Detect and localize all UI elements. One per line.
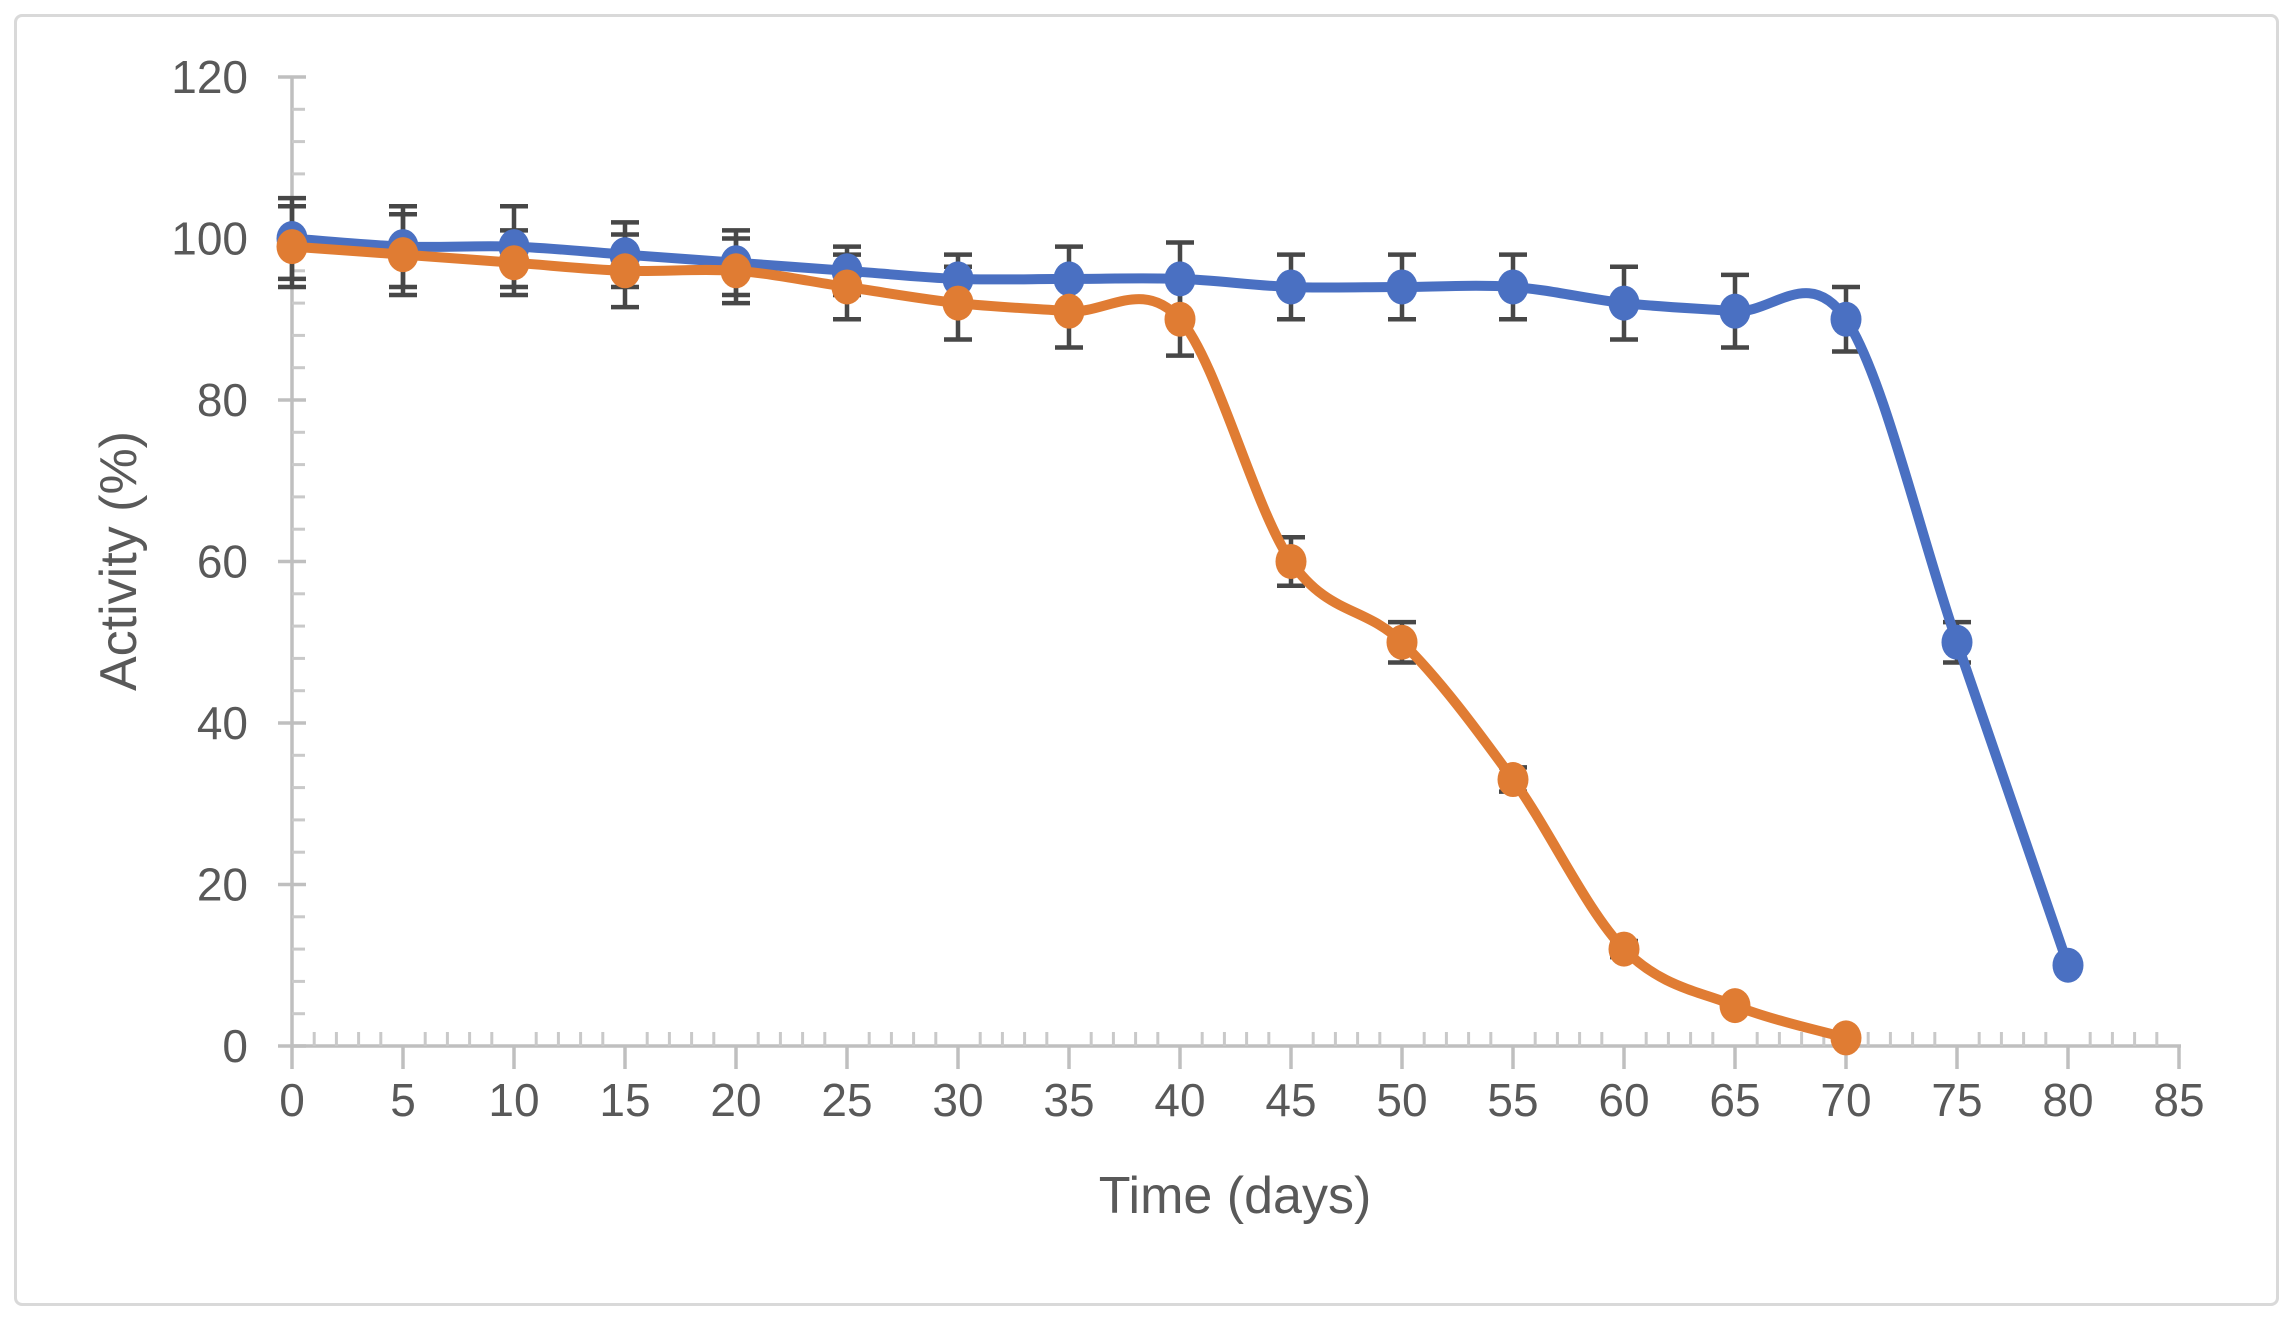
series-blue-marker — [1497, 269, 1529, 305]
series-blue-marker — [1164, 261, 1196, 297]
series-blue-marker — [1386, 269, 1418, 305]
x-tick-label: 80 — [2042, 1074, 2093, 1126]
series-orange-marker — [831, 269, 863, 305]
x-tick-label: 55 — [1487, 1074, 1538, 1126]
series-orange-marker — [1275, 544, 1307, 579]
x-tick-label: 45 — [1265, 1074, 1316, 1126]
x-tick-label: 60 — [1598, 1074, 1649, 1126]
x-axis-title: Time (days) — [1099, 1167, 1372, 1225]
y-tick-label: 40 — [197, 697, 248, 749]
chart-border — [14, 14, 2279, 1306]
series-blue-marker — [1941, 624, 1973, 660]
series-blue-marker — [1608, 285, 1640, 321]
series-blue-marker — [1719, 293, 1751, 329]
x-tick-label: 50 — [1376, 1074, 1427, 1126]
series-orange-marker — [498, 245, 530, 281]
y-tick-label: 60 — [197, 536, 248, 588]
x-tick-label: 65 — [1709, 1074, 1760, 1126]
y-axis-title: Activity (%) — [90, 431, 148, 691]
y-tick-label: 0 — [222, 1020, 248, 1072]
series-orange-marker — [1608, 931, 1640, 967]
y-tick-label: 100 — [171, 213, 248, 265]
series-orange-line — [287, 241, 1851, 1043]
x-tick-label: 35 — [1043, 1074, 1094, 1126]
axes-layer: 0 20 40 60 80 100 120 0 5 10 15 20 25 30 35 40 45 50 55 60 6… — [171, 51, 2204, 1126]
series-orange-marker — [609, 253, 641, 289]
series-orange-marker — [1053, 293, 1085, 329]
x-tick-label: 15 — [599, 1074, 650, 1126]
series-orange-marker — [1830, 1020, 1862, 1056]
x-tick-label: 5 — [390, 1074, 416, 1126]
series-blue-marker — [1830, 301, 1862, 337]
x-tick-label: 75 — [1931, 1074, 1982, 1126]
y-tick-label: 20 — [197, 859, 248, 911]
series-orange-marker — [1164, 301, 1196, 337]
x-tick-label: 20 — [710, 1074, 761, 1126]
x-tick-label: 10 — [488, 1074, 539, 1126]
series-blue-marker — [942, 261, 974, 297]
series-orange-marker — [720, 253, 752, 289]
series-layer — [276, 195, 2084, 1056]
x-tick-label: 25 — [821, 1074, 872, 1126]
x-tick-label: 0 — [279, 1074, 305, 1126]
x-tick-label: 85 — [2153, 1074, 2204, 1126]
x-tick-label: 30 — [932, 1074, 983, 1126]
series-orange-marker — [387, 237, 419, 273]
y-tick-label: 120 — [171, 51, 248, 103]
series-orange-marker — [1719, 988, 1751, 1024]
series-orange-marker — [1497, 762, 1529, 798]
series-blue-marker — [2052, 947, 2084, 983]
series-orange-marker — [942, 285, 974, 321]
y-tick-label: 80 — [197, 374, 248, 426]
series-orange-marker — [276, 229, 308, 265]
series-blue-marker — [1053, 261, 1085, 297]
x-tick-label: 40 — [1154, 1074, 1205, 1126]
series-blue-marker — [1275, 269, 1307, 305]
series-orange-marker — [1386, 624, 1418, 660]
x-tick-label: 70 — [1820, 1074, 1871, 1126]
